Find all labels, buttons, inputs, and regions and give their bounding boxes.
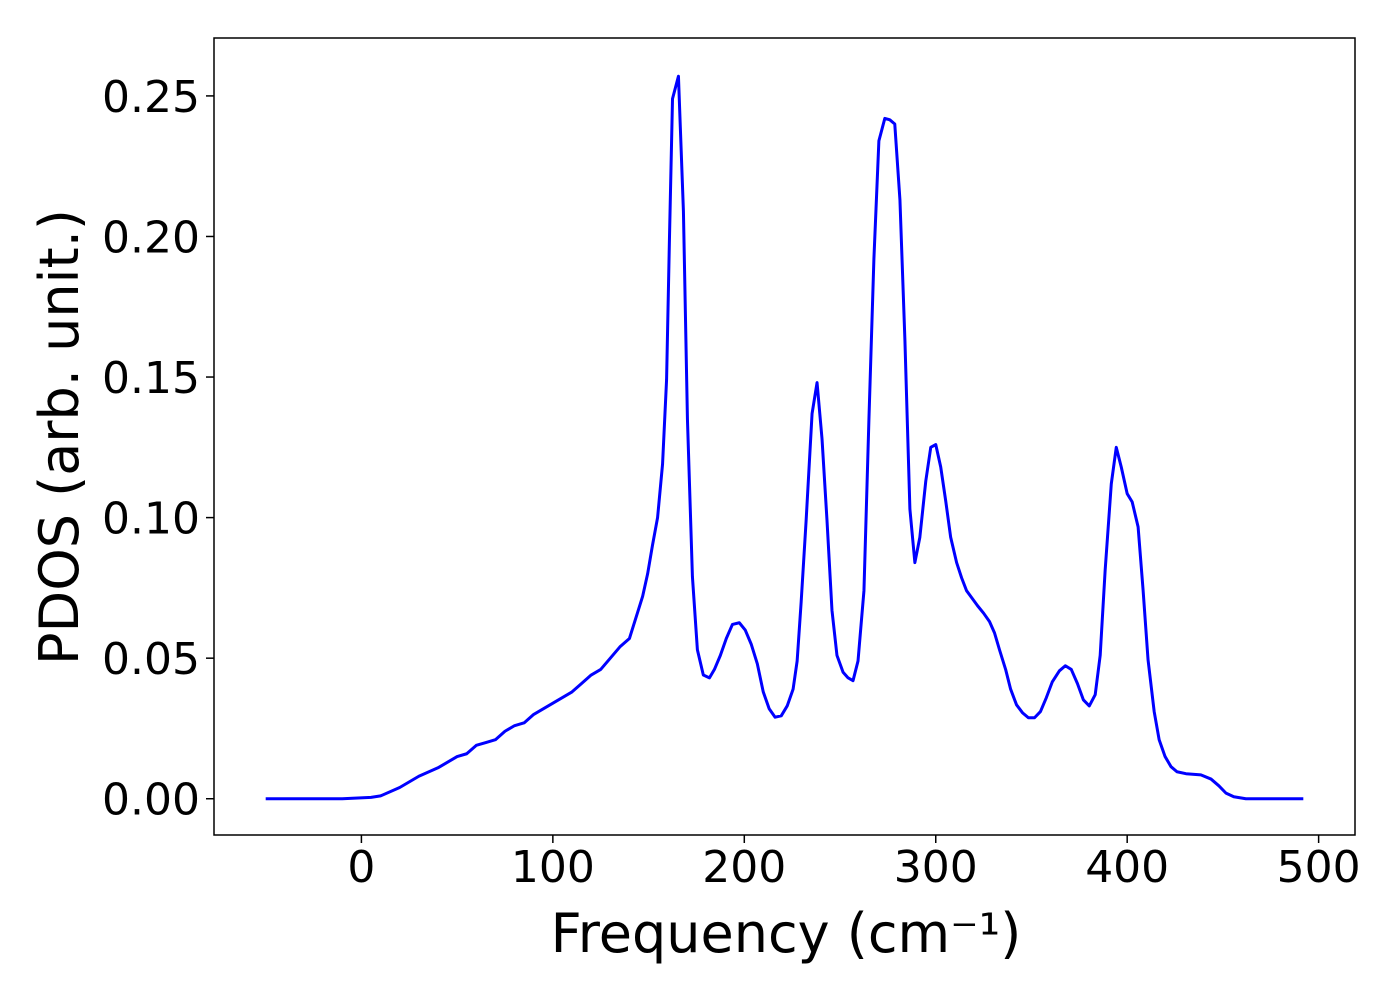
x-axis-label: Frequency (cm⁻¹) — [551, 902, 1022, 965]
y-tick-label: 0.10 — [102, 494, 200, 545]
y-tick-label: 0.25 — [102, 72, 200, 123]
y-axis-label: PDOS (arb. unit.) — [28, 209, 91, 665]
x-tick-label: 500 — [1277, 842, 1361, 893]
x-tick-label: 0 — [347, 842, 375, 893]
y-tick-label: 0.20 — [102, 212, 200, 263]
x-tick-label: 100 — [511, 842, 595, 893]
data-line — [265, 74, 1304, 801]
plot-frame — [213, 37, 1356, 836]
y-tick-label: 0.00 — [102, 775, 200, 826]
x-tick-label: 400 — [1085, 842, 1169, 893]
y-tick-label: 0.15 — [102, 353, 200, 404]
y-tick-label: 0.05 — [102, 634, 200, 685]
x-tick-label: 300 — [894, 842, 978, 893]
x-tick-label: 200 — [702, 842, 786, 893]
